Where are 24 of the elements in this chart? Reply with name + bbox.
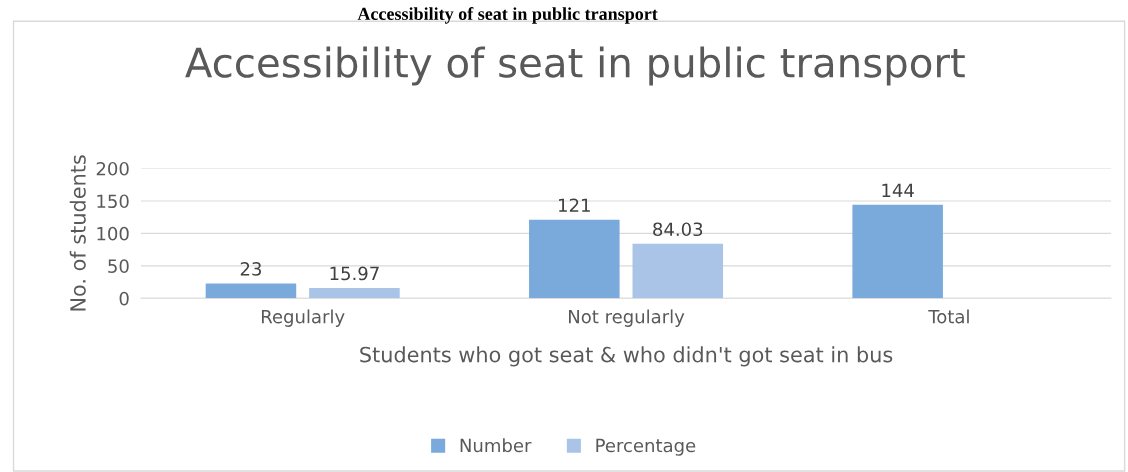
legend-label: Number [460,438,532,453]
x-tick-label: Not regularly [569,309,685,327]
bar [529,219,620,299]
x-axis-title: Students who got seat & who didn't got seat in bus [360,346,893,367]
data-label: 23 [240,262,261,276]
x-tick-label: Total [928,309,969,324]
bar [632,243,724,299]
y-tick-label: 150 [97,194,129,209]
x-tick-label: Regularly [261,309,345,327]
text: Accessibility of seat in public transport [357,7,658,24]
data-label: 15.97 [330,266,379,281]
legend-label: Percentage [596,438,696,456]
bar [205,283,297,299]
bar [852,204,943,299]
bar [309,287,400,299]
y-axis-title: No. of students [69,155,86,311]
y-tick-label: 200 [96,161,129,176]
y-tick-label: 0 [119,291,129,306]
y-tick-label: 100 [97,226,129,241]
data-label: 144 [882,183,914,197]
data-label: 84.03 [653,222,703,237]
y-tick-label: 50 [108,259,129,273]
chart-title: Accessibility of seat in public transport [185,46,965,86]
data-label: 121 [559,198,590,212]
